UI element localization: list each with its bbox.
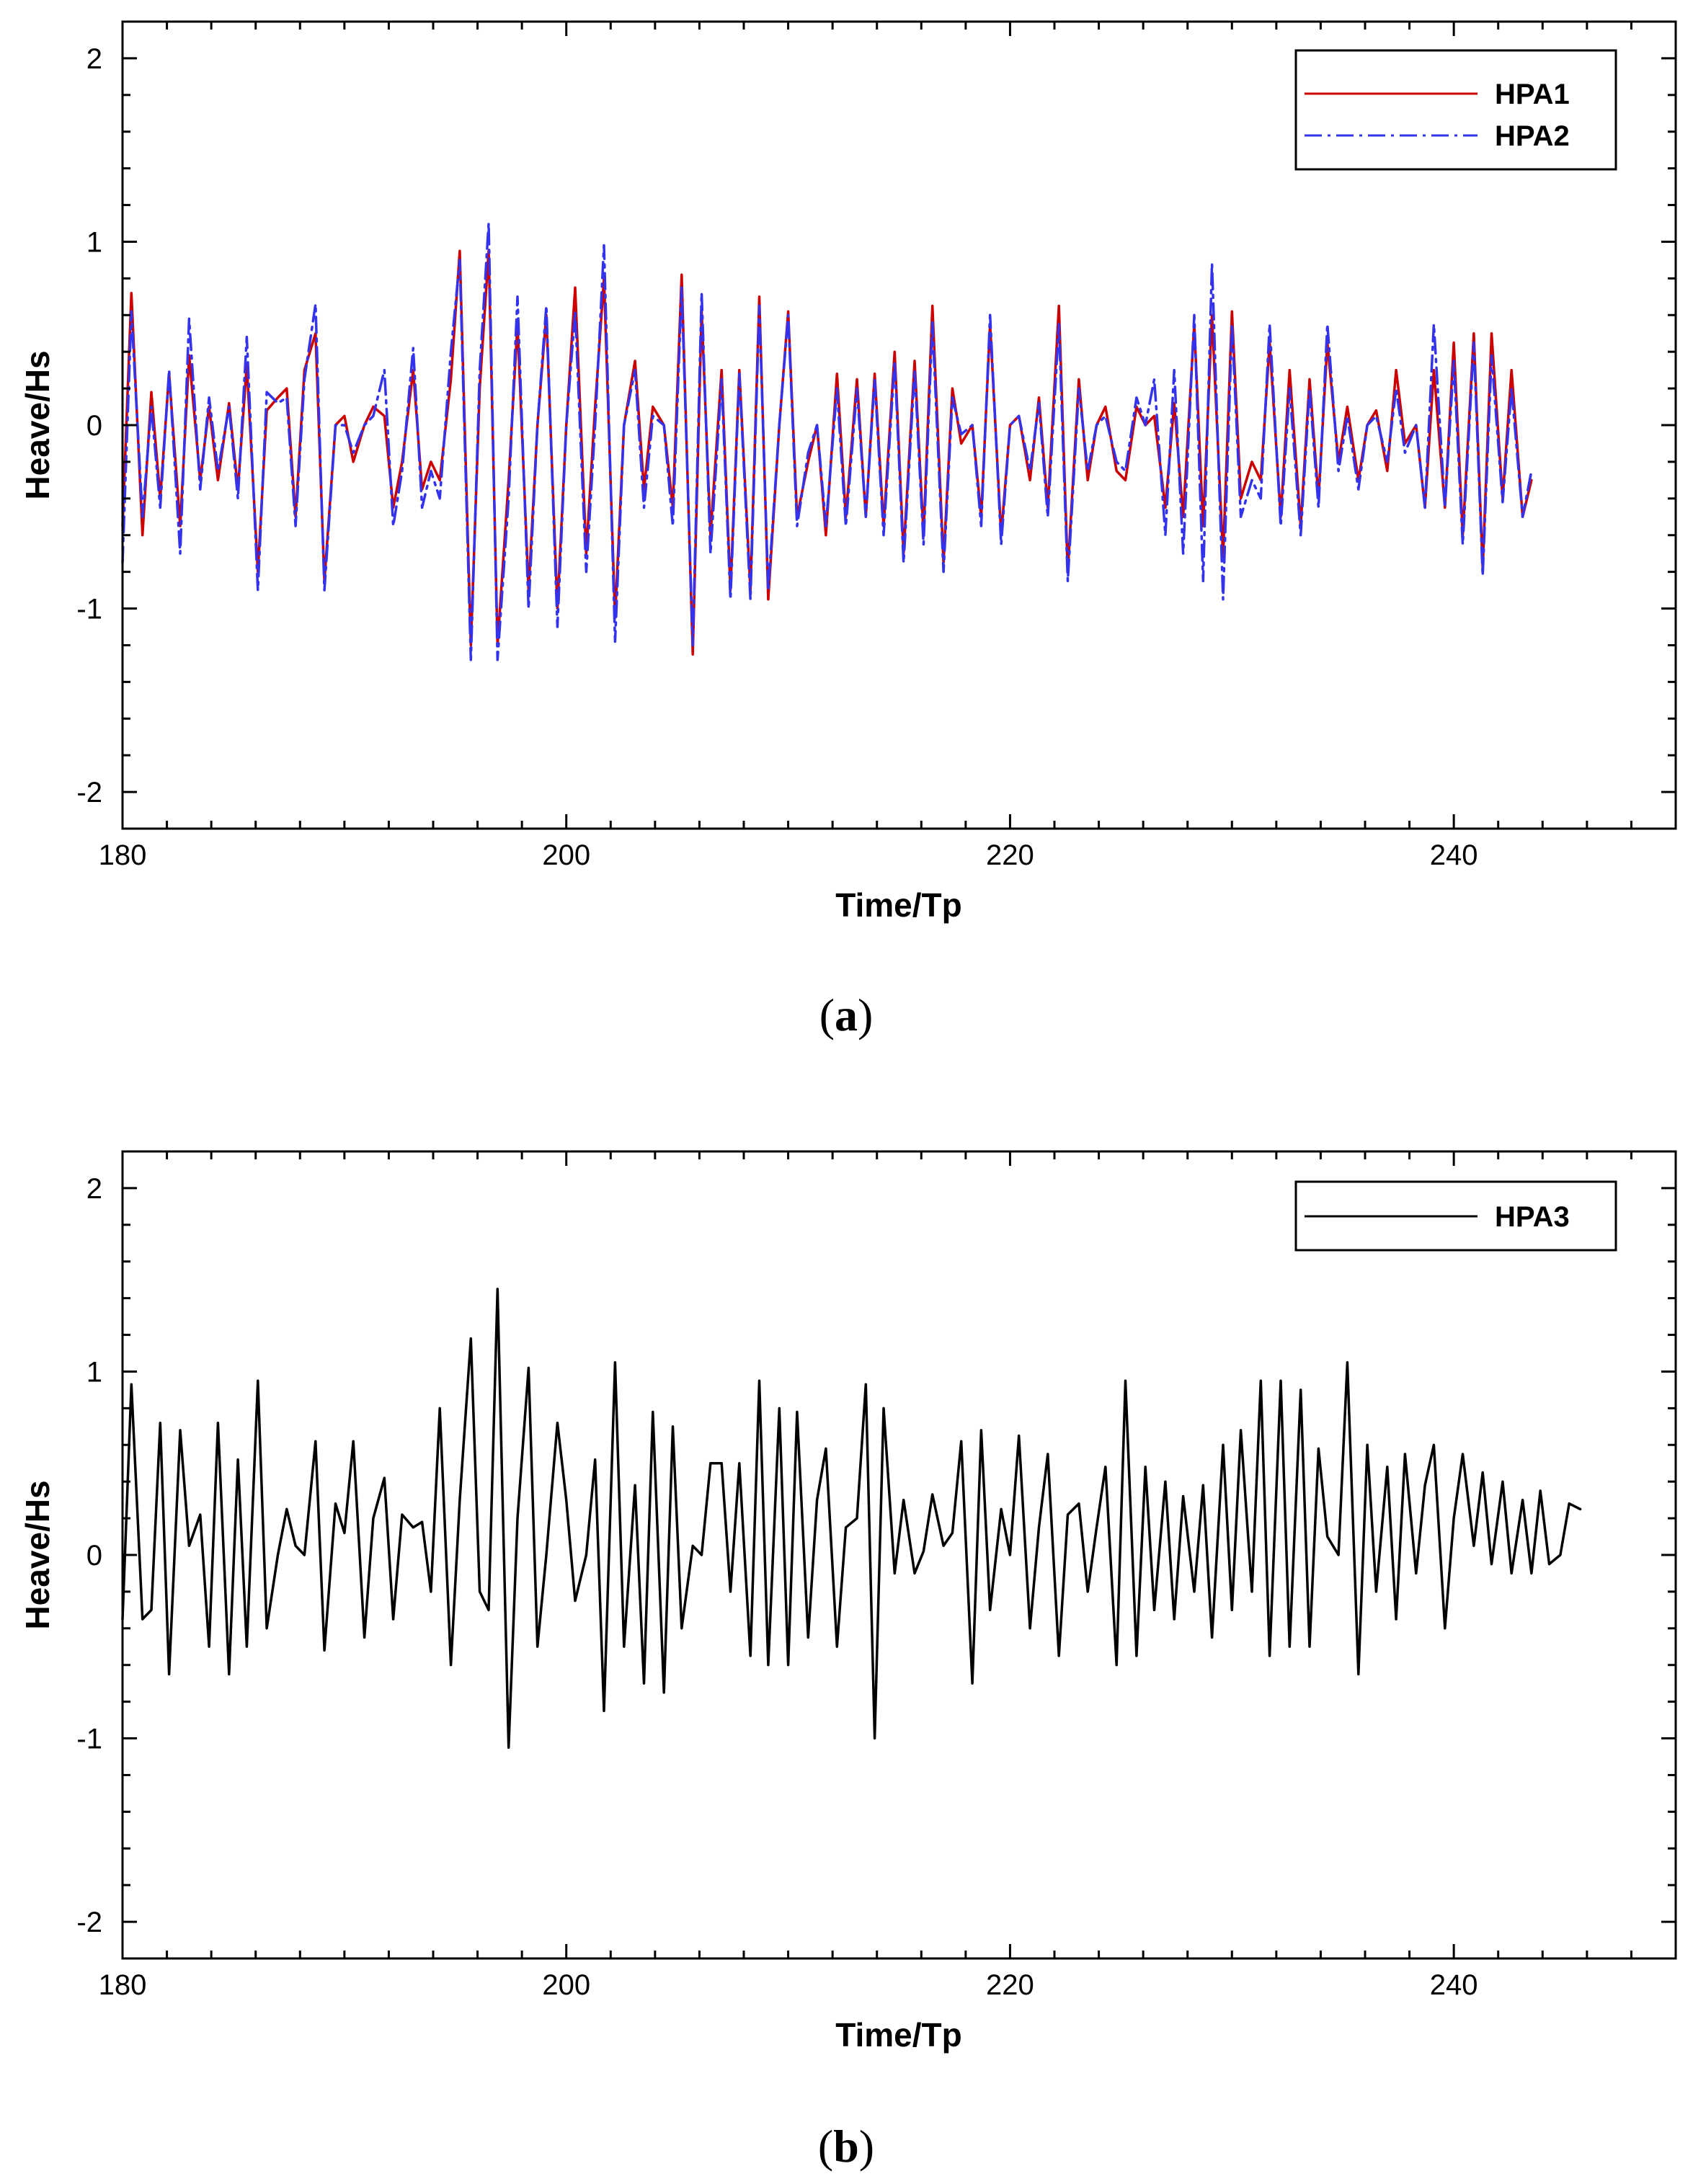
x-axis-title: Time/Tp — [835, 886, 962, 924]
legend-box — [1294, 49, 1617, 171]
y-tick-label: -2 — [76, 777, 102, 808]
series-layer — [121, 1288, 1582, 1750]
x-tick-label: 180 — [99, 839, 147, 871]
x-axis-title: Time/Tp — [835, 2016, 962, 2054]
y-tick-label: 1 — [86, 226, 102, 258]
panel-letter-a: a — [835, 989, 858, 1040]
panel-letter-b: b — [833, 2121, 859, 2172]
legend-label-hpa2: HPA2 — [1495, 120, 1570, 152]
legend-label-hpa3: HPA3 — [1495, 1201, 1570, 1233]
x-tick-label: 240 — [1430, 839, 1478, 871]
ticks-layer — [121, 20, 1677, 830]
series-line-hpa2 — [121, 222, 1533, 661]
tick-labels-layer: 180 200 220 240 -2 -1 0 1 2 — [76, 43, 1478, 871]
y-tick-label: -1 — [76, 1724, 102, 1755]
legend-label-hpa1: HPA1 — [1495, 79, 1570, 110]
x-tick-label: 200 — [542, 839, 590, 871]
y-tick-label: 2 — [86, 1173, 102, 1205]
chart-panel-b: 180 200 220 240 -2 -1 0 1 2 Time/Tp Heave/Hs HPA… — [19, 1150, 1677, 2172]
series-layer — [121, 222, 1533, 661]
panel-label-b: (b) — [818, 2121, 874, 2172]
x-tick-label: 220 — [986, 1969, 1034, 2001]
y-tick-label: -1 — [76, 594, 102, 625]
y-tick-label: 0 — [86, 410, 102, 442]
ticks-layer — [121, 1150, 1677, 1960]
y-tick-label: 2 — [86, 43, 102, 75]
x-tick-label: 220 — [986, 839, 1034, 871]
y-tick-label: 0 — [86, 1540, 102, 1572]
y-tick-label: -2 — [76, 1907, 102, 1938]
x-tick-label: 180 — [99, 1969, 147, 2001]
panel-label-a: (a) — [819, 989, 874, 1040]
x-tick-label: 240 — [1430, 1969, 1478, 2001]
y-axis-title: Heave/Hs — [19, 350, 56, 499]
x-tick-label: 200 — [542, 1969, 590, 2001]
y-tick-label: 1 — [86, 1356, 102, 1388]
legend: HPA1 HPA2 — [1294, 49, 1617, 171]
y-axis-title: Heave/Hs — [19, 1480, 56, 1629]
series-line-hpa3 — [121, 1288, 1582, 1750]
chart-panel-a: 180 200 220 240 -2 -1 0 1 2 Time/Tp Heave/Hs HPA… — [19, 20, 1677, 1040]
legend: HPA3 — [1294, 1180, 1617, 1252]
tick-labels-layer: 180 200 220 240 -2 -1 0 1 2 — [76, 1173, 1478, 2001]
